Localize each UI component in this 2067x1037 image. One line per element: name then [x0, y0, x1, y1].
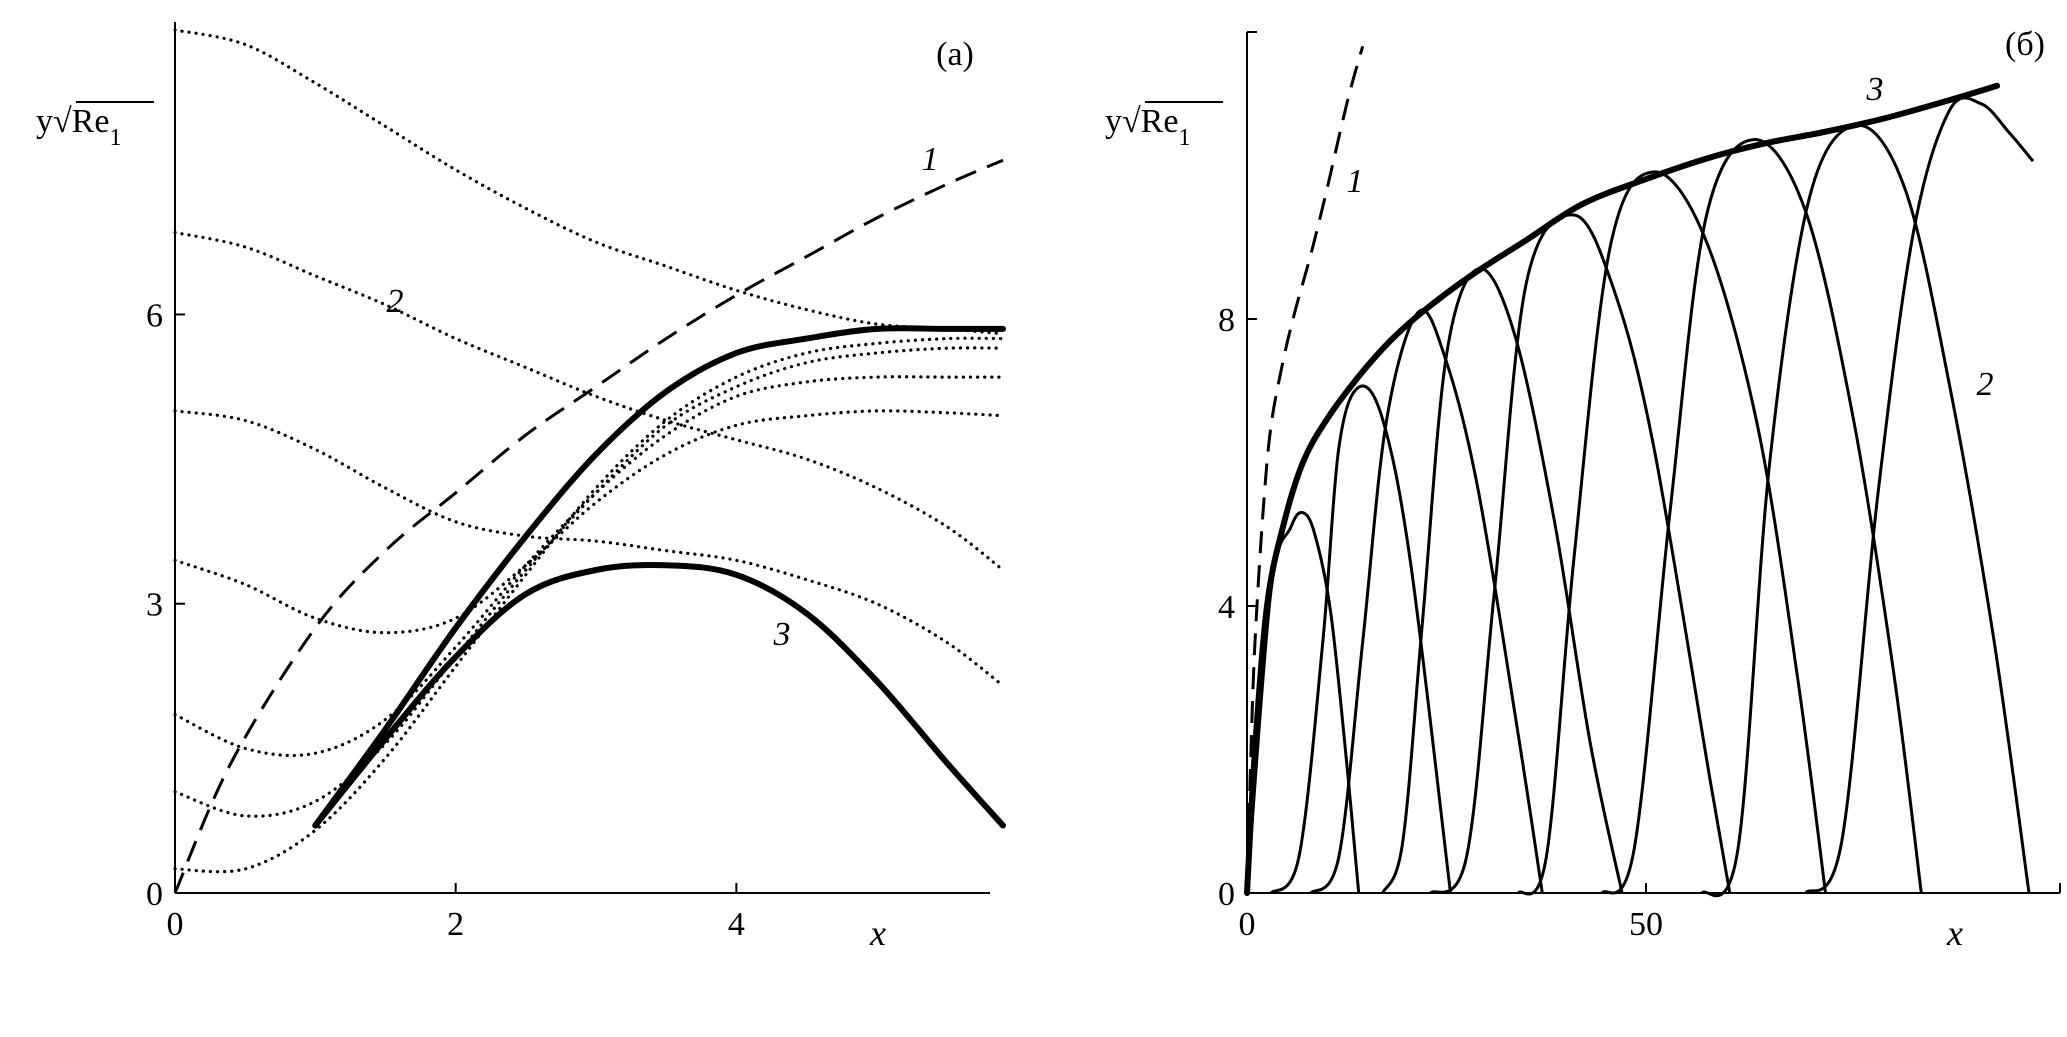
y-axis-label-subscript: 1 [109, 125, 121, 151]
curve-label-1: 1 [922, 141, 939, 178]
y-tick-label: 0 [1218, 876, 1235, 913]
y-tick-label: 8 [1218, 302, 1235, 339]
series-line-5-dotted [173, 409, 1005, 688]
series-line-0-dashed [173, 158, 1004, 894]
series-line-4-solid [1309, 308, 1544, 895]
x-tick-label: 4 [728, 906, 745, 943]
curve-label-2: 2 [1977, 366, 1994, 403]
y-tick-label: 0 [146, 876, 163, 913]
series-line-8-dotted [173, 346, 1005, 818]
series-line-2-thick [312, 561, 1006, 829]
y-axis-label: y√Re1 [36, 103, 121, 151]
y-axis-label-main: y√Re [1105, 103, 1178, 140]
y-tick-label: 4 [1218, 589, 1235, 626]
y-axis-label: y√Re1 [1105, 103, 1190, 151]
y-tick-label: 6 [146, 297, 163, 334]
series-line-9-solid [1700, 123, 2031, 898]
curve-label-2: 2 [387, 283, 404, 320]
curve-label-1: 1 [1347, 163, 1364, 200]
series-line-8-solid [1600, 138, 1923, 895]
x-tick-label: 2 [447, 906, 464, 943]
series-line-6-dotted [173, 409, 1005, 635]
series-line-3-solid [1269, 384, 1452, 895]
x-axis-label: x [869, 913, 886, 953]
series-line-7-solid [1517, 170, 1827, 896]
series-line-7-dotted [173, 375, 1005, 758]
curve-label-3: 3 [773, 616, 791, 653]
panel-label: (б) [2005, 26, 2045, 63]
series-line-4-dotted [173, 230, 1005, 572]
series-line-10-solid [1804, 96, 2035, 895]
x-tick-label: 0 [1239, 906, 1256, 943]
y-tick-label: 3 [146, 587, 163, 624]
curve-label-3: 3 [1866, 71, 1884, 108]
series-line-1-thick [312, 325, 1006, 829]
series-line-5-solid [1381, 267, 1624, 894]
panel-label: (а) [936, 36, 974, 73]
series-line-6-solid [1429, 213, 1732, 895]
series-line-3-dotted [173, 28, 1005, 336]
series-line-2-solid [1245, 510, 1361, 894]
x-axis-label: x [1946, 913, 1963, 953]
x-tick-label: 50 [1629, 906, 1663, 943]
y-axis-label-main: y√Re [36, 103, 109, 140]
y-axis-label-subscript: 1 [1178, 125, 1190, 151]
x-tick-label: 0 [167, 906, 184, 943]
series-line-0-dashed [1245, 45, 1365, 894]
